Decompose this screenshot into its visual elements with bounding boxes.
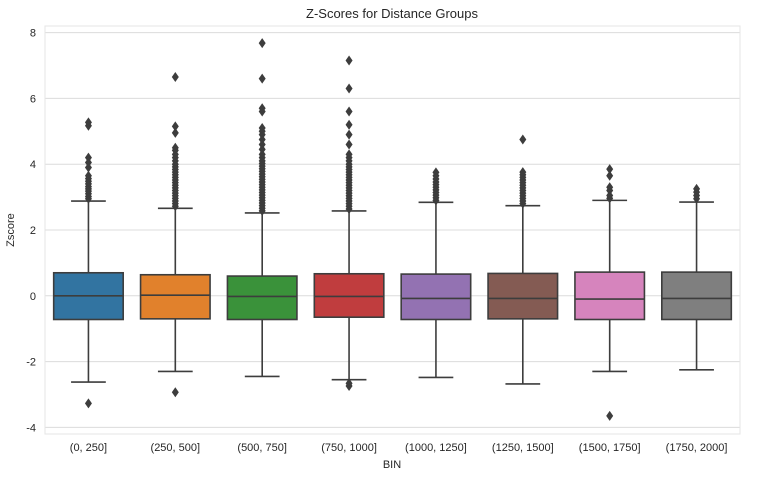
box-iqr <box>487 272 559 320</box>
outlier-point <box>606 182 614 193</box>
box-series <box>52 38 733 421</box>
y-tick-label: -2 <box>26 357 36 369</box>
y-tick-label: 0 <box>30 291 36 303</box>
x-tick-label: (1250, 1500] <box>492 442 554 454</box>
y-tick-label: 8 <box>30 28 36 40</box>
x-tick-label: (750, 1000] <box>321 442 377 454</box>
box-group <box>574 164 646 421</box>
outlier-point <box>258 73 266 84</box>
y-tick-label: -4 <box>26 422 36 434</box>
outlier-point <box>606 410 614 421</box>
outlier-point <box>84 170 92 181</box>
x-axis-label: BIN <box>383 459 401 471</box>
outlier-point <box>345 55 353 66</box>
chart-title: Z-Scores for Distance Groups <box>306 6 478 21</box>
outlier-point <box>345 119 353 130</box>
outlier-point <box>171 127 179 138</box>
box-group <box>313 55 385 391</box>
box-iqr <box>661 271 733 321</box>
y-axis-ticks: -4 -2 0 2 4 6 8 <box>26 28 36 435</box>
outlier-point <box>258 103 266 114</box>
outlier-point <box>84 152 92 163</box>
box-group <box>226 38 298 378</box>
box-iqr <box>139 273 211 320</box>
outlier-point <box>171 72 179 82</box>
plot-frame <box>44 25 741 435</box>
outlier-point <box>171 142 179 153</box>
y-tick-label: 2 <box>30 225 36 237</box>
outlier-point <box>519 167 527 178</box>
outlier-point <box>171 121 179 132</box>
box-group <box>52 117 124 409</box>
outlier-point <box>258 123 266 133</box>
box-iqr <box>313 272 385 318</box>
x-tick-label: (1500, 1750] <box>579 442 641 454</box>
outlier-point <box>345 139 353 150</box>
outlier-point <box>432 167 440 178</box>
y-tick-label: 4 <box>30 159 36 171</box>
box-iqr <box>226 275 298 321</box>
outlier-point <box>345 106 353 117</box>
y-tick-label: 6 <box>30 93 36 105</box>
box-group <box>139 72 211 398</box>
outlier-point <box>345 83 353 94</box>
x-tick-label: (1000, 1250] <box>405 442 467 454</box>
x-tick-label: (500, 750] <box>237 442 287 454</box>
outlier-point <box>258 38 266 49</box>
outlier-point <box>171 387 179 398</box>
outlier-point <box>84 398 92 409</box>
box-group <box>400 167 472 379</box>
outlier-point <box>693 183 701 194</box>
outlier-point <box>345 129 353 140</box>
x-axis-ticks: (0, 250] (250, 500] (500, 750] (750, 1000] (… <box>70 442 728 454</box>
box-iqr <box>400 273 472 321</box>
outlier-point <box>519 134 527 145</box>
x-tick-label: (1750, 2000] <box>666 442 728 454</box>
x-tick-label: (250, 500] <box>151 442 201 454</box>
box-group <box>661 183 733 371</box>
outlier-point <box>345 378 353 389</box>
box-group <box>487 134 559 385</box>
outlier-point <box>606 164 614 175</box>
outlier-point <box>84 117 92 128</box>
outlier-point <box>606 170 614 181</box>
x-tick-label: (0, 250] <box>70 442 107 454</box>
outlier-point <box>345 149 353 160</box>
box-iqr <box>574 271 646 321</box>
y-axis-label: Zscore <box>5 213 17 247</box>
